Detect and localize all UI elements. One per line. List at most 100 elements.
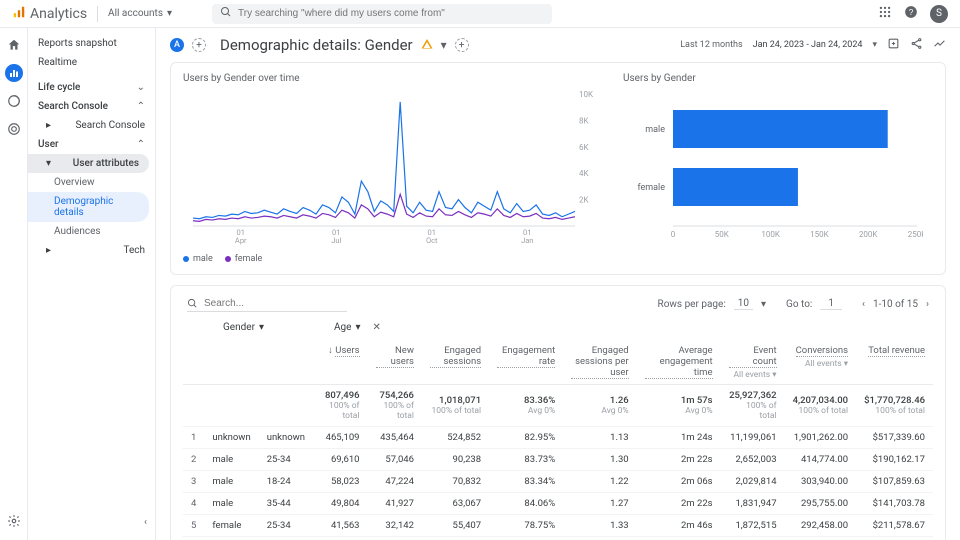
sidebar-realtime[interactable]: Realtime <box>28 53 155 72</box>
table-search-input[interactable] <box>204 298 347 309</box>
rows-per-page-label: Rows per page: <box>658 299 726 310</box>
clear-filter-icon[interactable]: ✕ <box>372 322 380 333</box>
column-header[interactable]: ConversionsAll events ▾ <box>785 341 856 385</box>
table-row[interactable]: 6female18-2436,50427,56546,96679.91%1.29… <box>183 537 933 540</box>
home-icon[interactable] <box>5 36 23 54</box>
table-row[interactable]: 4male35-4449,80441,92763,06784.06%1.272m… <box>183 493 933 515</box>
totals-row: 807,496100% of total754,266100% of total… <box>183 385 933 427</box>
table-row[interactable]: 5female25-3441,56332,14255,40778.75%1.33… <box>183 515 933 537</box>
table-search[interactable] <box>187 296 347 312</box>
apps-icon[interactable] <box>878 5 892 22</box>
page-range: 1-10 of 15 <box>873 299 918 310</box>
column-header[interactable]: Engaged sessions <box>422 341 489 385</box>
svg-text:Apr: Apr <box>235 236 247 245</box>
column-header[interactable]: Total revenue <box>856 341 933 385</box>
date-range-label: Last 12 months <box>680 40 742 50</box>
topbar-actions: ? S <box>878 5 948 23</box>
avatar[interactable]: S <box>930 5 948 23</box>
account-picker[interactable]: All accounts ▾ <box>108 8 172 19</box>
sidebar-lifecycle[interactable]: Life cycle⌄ <box>28 78 155 97</box>
bar-chart-title: Users by Gender <box>623 73 933 84</box>
sidebar-audiences[interactable]: Audiences <box>28 222 155 241</box>
date-dropdown-icon[interactable]: ▾ <box>872 40 877 50</box>
column-header[interactable]: Average engagement time <box>637 341 721 385</box>
topbar: Analytics All accounts ▾ ? S <box>0 0 960 28</box>
column-header[interactable]: Engagement rate <box>489 341 563 385</box>
dimension-filters: Gender ▾ Age ▾ ✕ <box>183 318 933 341</box>
product-logo[interactable]: Analytics <box>12 5 87 23</box>
svg-text:Jan: Jan <box>521 236 533 245</box>
svg-text:200K: 200K <box>859 230 878 239</box>
sidebar-tech[interactable]: ▸ Tech <box>28 241 155 260</box>
table-row[interactable]: 1unknownunknown465,109435,464524,85282.9… <box>183 427 933 449</box>
svg-text:250K: 250K <box>908 230 923 239</box>
table-row[interactable]: 2male25-3469,61057,04690,23883.73%1.302m… <box>183 449 933 471</box>
sidebar: Reports snapshot Realtime Life cycle⌄ Se… <box>28 28 156 540</box>
divider <box>97 6 98 22</box>
chevron-down-icon: ▾ <box>167 8 172 19</box>
sidebar-demographic[interactable]: Demographic details <box>28 192 149 222</box>
svg-text:2K: 2K <box>579 196 589 205</box>
goto-label: Go to: <box>786 299 812 310</box>
collapse-sidebar-icon[interactable]: ‹ <box>144 517 147 528</box>
next-page-icon[interactable]: › <box>926 299 929 310</box>
customize-icon[interactable] <box>887 37 900 53</box>
segment-chip[interactable]: A <box>170 38 184 52</box>
table-toolbar: Rows per page: 10 ▾ Go to: 1 ‹ 1-10 of 1… <box>183 296 933 318</box>
svg-text:8K: 8K <box>579 116 589 125</box>
explore-icon[interactable] <box>5 92 23 110</box>
advertising-icon[interactable] <box>5 120 23 138</box>
nav-rail <box>0 28 28 540</box>
line-chart: 10K8K6K4K2K01Apr01Jul01Oct01Jan <box>183 88 603 248</box>
date-range[interactable]: Jan 24, 2023 - Jan 24, 2024 <box>753 40 863 50</box>
chevron-up-icon: ⌃ <box>137 101 145 112</box>
help-icon[interactable]: ? <box>904 5 918 22</box>
column-header[interactable]: New users <box>368 341 422 385</box>
sidebar-search-console[interactable]: Search Console⌃ <box>28 97 155 116</box>
sidebar-search-console-sub[interactable]: ▸ Search Console <box>28 116 155 135</box>
report-header: A + Demographic details: Gender ▾ + Last… <box>156 28 960 62</box>
gender-filter[interactable]: Gender ▾ <box>223 322 264 333</box>
svg-text:150K: 150K <box>810 230 829 239</box>
prev-page-icon[interactable]: ‹ <box>862 299 865 310</box>
column-header[interactable]: ↓ Users <box>313 341 367 385</box>
line-chart-title: Users by Gender over time <box>183 73 603 84</box>
search-input[interactable] <box>238 8 544 19</box>
charts-card: Users by Gender over time 10K8K6K4K2K01A… <box>170 62 946 275</box>
insights-icon[interactable] <box>933 37 946 53</box>
sidebar-user[interactable]: User⌃ <box>28 135 155 154</box>
age-filter[interactable]: Age ▾ ✕ <box>334 322 381 333</box>
line-legend: male female <box>183 254 603 264</box>
search-icon <box>220 6 232 21</box>
dimension-dropdown-icon[interactable]: ▾ <box>441 38 447 52</box>
table-row[interactable]: 3male18-2458,02347,22470,83283.34%1.222m… <box>183 471 933 493</box>
chevron-down-icon: ▾ <box>355 322 360 333</box>
sidebar-snapshot[interactable]: Reports snapshot <box>28 34 155 53</box>
svg-text:100K: 100K <box>761 230 780 239</box>
svg-text:4K: 4K <box>579 169 589 178</box>
svg-text:Oct: Oct <box>426 236 438 245</box>
sidebar-overview[interactable]: Overview <box>28 173 155 192</box>
goto-value[interactable]: 1 <box>820 298 842 310</box>
rows-dropdown-icon[interactable]: ▾ <box>761 299 766 310</box>
svg-text:6K: 6K <box>579 143 589 152</box>
column-header[interactable]: Engaged sessions per user <box>563 341 636 385</box>
warning-icon[interactable] <box>421 38 433 53</box>
bar-chart: malefemale050K100K150K200K250K <box>623 88 923 248</box>
svg-text:?: ? <box>909 8 914 17</box>
column-header[interactable]: Event countAll events ▾ <box>721 341 785 385</box>
chevron-up-icon: ⌃ <box>137 139 145 150</box>
product-name: Analytics <box>30 6 87 22</box>
share-icon[interactable] <box>910 37 923 53</box>
svg-text:50K: 50K <box>715 230 730 239</box>
chevron-down-icon: ⌄ <box>137 82 145 93</box>
rows-per-page-value[interactable]: 10 <box>734 298 753 310</box>
reports-icon[interactable] <box>5 64 23 82</box>
sidebar-user-attributes[interactable]: ▾ User attributes <box>28 154 149 173</box>
admin-icon[interactable] <box>5 512 23 530</box>
add-segment-chip[interactable]: + <box>192 38 206 52</box>
analytics-logo-icon <box>12 5 26 23</box>
global-search[interactable] <box>212 4 552 24</box>
add-dimension-chip[interactable]: + <box>455 38 469 52</box>
report-title: Demographic details: Gender <box>220 36 413 54</box>
